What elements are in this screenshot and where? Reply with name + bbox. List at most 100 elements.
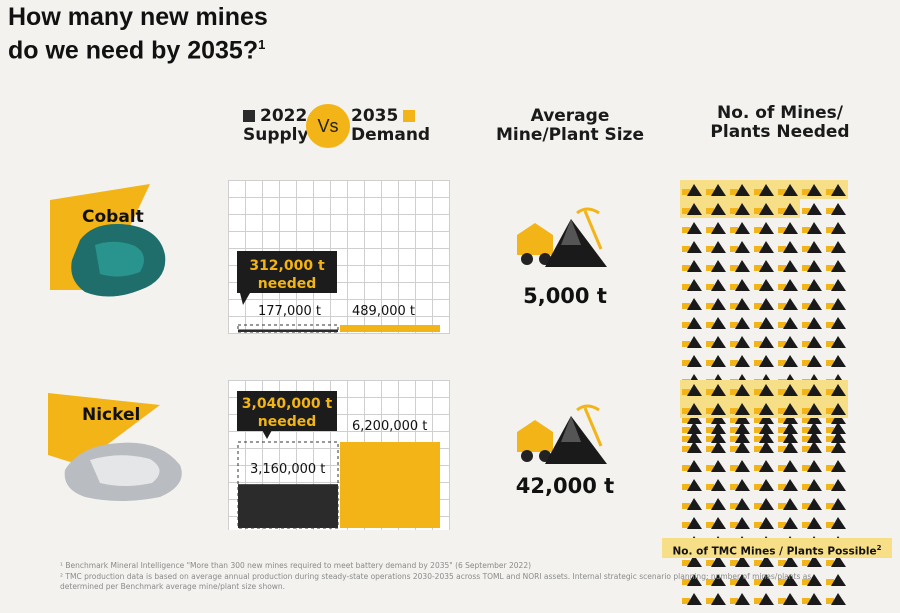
cobalt-mine-icon [728,180,752,199]
supply-label: Supply [243,125,309,145]
cobalt-mine-icon [752,237,776,256]
nickel-mine-icon [800,437,824,456]
footnote-2-continued: determined per Benchmark average mine/pl… [60,582,286,591]
cobalt-gap-callout: 312,000 t needed [237,251,337,293]
cobalt-callout-pointer [240,293,250,305]
nickel-mine-icon [824,589,848,608]
cobalt-mine-icon [776,294,800,313]
nickel-mine-icon [800,551,824,570]
cobalt-mine-icon [752,218,776,237]
cobalt-mine-truck-icon [517,207,607,267]
cobalt-mine-icon [752,294,776,313]
cobalt-mine-icon [824,294,848,313]
cobalt-mines-needed-grid [680,180,848,446]
mines-needed-header: No. of Mines/ Plants Needed [690,104,870,142]
nickel-gap-outline [237,441,339,529]
cobalt-mine-icon [680,237,704,256]
nickel-mine-icon [704,475,728,494]
nickel-mine-icon [776,437,800,456]
nickel-mine-icon [680,513,704,532]
nickel-mine-icon [824,456,848,475]
nickel-mine-icon [800,589,824,608]
cobalt-mine-icon [704,313,728,332]
nickel-mine-icon [728,456,752,475]
cobalt-mine-icon [728,237,752,256]
nickel-mine-icon [800,399,824,418]
cobalt-mine-icon [680,294,704,313]
nickel-mine-icon [776,456,800,475]
nickel-gap-caption: needed [257,414,317,430]
nickel-mine-icon [680,589,704,608]
cobalt-mine-icon [704,294,728,313]
cobalt-mine-icon [752,408,776,427]
cobalt-mineral-graphic [50,184,166,297]
cobalt-mine-icon [680,218,704,237]
cobalt-mine-icon [728,218,752,237]
nickel-mine-icon [728,570,752,589]
nickel-mine-icon [800,418,824,437]
cobalt-mine-icon [800,180,824,199]
nickel-mine-icon [776,399,800,418]
tmc-legend-footnote-marker: 2 [876,544,882,552]
nickel-mine-icon [728,475,752,494]
nickel-mine-icon [752,418,776,437]
nickel-mine-icon [776,475,800,494]
cobalt-mine-icon [776,313,800,332]
nickel-mine-icon [824,437,848,456]
cobalt-mine-icon [728,275,752,294]
cobalt-mine-icon [824,408,848,427]
cobalt-mine-icon [704,427,728,446]
nickel-mine-icon [752,513,776,532]
cobalt-mine-icon [704,351,728,370]
cobalt-mine-icon [752,351,776,370]
cobalt-mine-icon [752,275,776,294]
nickel-mine-icon [704,380,728,399]
cobalt-supply-value-label: 177,000 t [258,304,321,319]
cobalt-mine-icon [776,332,800,351]
cobalt-bar-chart [237,324,440,333]
title-footnote-marker: 1 [258,37,266,52]
cobalt-demand-bar [340,325,440,332]
nickel-mine-icon [824,399,848,418]
cobalt-mine-icon [704,199,728,218]
nickel-gap-callout: 3,040,000 t needed [237,391,337,431]
avg-size-header-line2: Mine/Plant Size [496,125,644,145]
cobalt-gap-caption: needed [257,276,317,292]
nickel-mine-icon [704,456,728,475]
nickel-mine-icon [824,551,848,570]
nickel-supply-bar [238,484,338,528]
cobalt-mine-icon [704,408,728,427]
cobalt-mine-icon [824,332,848,351]
supply-header: 2022 Supply [243,107,309,145]
nickel-mine-icon [752,399,776,418]
nickel-mine-icon [824,418,848,437]
nickel-mine-icon [752,380,776,399]
demand-header: 2035 Demand [351,107,430,145]
nickel-avg-size-value: 42,000 t [515,474,615,498]
footnote-2: ² TMC production data is based on averag… [60,572,812,581]
nickel-mine-icon [776,551,800,570]
nickel-mine-icon [704,551,728,570]
cobalt-mine-icon [752,427,776,446]
cobalt-mine-icon [728,408,752,427]
demand-year: 2035 [351,106,399,126]
nickel-label: Nickel [82,405,141,425]
cobalt-mine-icon [824,180,848,199]
nickel-mine-icon [752,589,776,608]
nickel-mine-icon [752,475,776,494]
nickel-mine-icon [776,589,800,608]
cobalt-mine-icon [680,199,704,218]
nickel-mineral-graphic [48,393,182,501]
cobalt-mine-icon [752,199,776,218]
cobalt-mine-icon [776,237,800,256]
nickel-mine-icon [776,494,800,513]
nickel-mine-icon [728,513,752,532]
cobalt-mine-icon [704,275,728,294]
nickel-mine-icon [800,475,824,494]
page-title: How many new mines do we need by 2035?1 [8,4,268,64]
title-line-2: do we need by 2035? [8,36,259,65]
nickel-mine-icon [728,418,752,437]
nickel-mine-icon [776,570,800,589]
cobalt-mine-icon [704,237,728,256]
supply-year: 2022 [260,106,308,126]
